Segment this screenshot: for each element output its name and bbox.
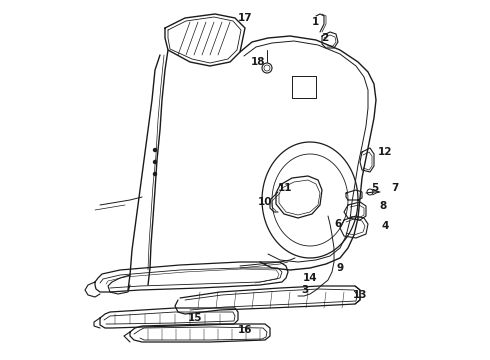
Text: 3: 3 [301,285,309,295]
Text: 10: 10 [258,197,272,207]
Text: 11: 11 [278,183,292,193]
Text: 7: 7 [392,183,399,193]
Text: 8: 8 [379,201,387,211]
Circle shape [153,172,156,176]
Text: 17: 17 [238,13,252,23]
Text: 12: 12 [378,147,392,157]
Circle shape [153,161,156,163]
Text: 5: 5 [371,183,379,193]
Text: 14: 14 [303,273,318,283]
Text: 9: 9 [337,263,343,273]
Text: 13: 13 [353,290,367,300]
Text: 4: 4 [381,221,389,231]
Text: 18: 18 [251,57,265,67]
Circle shape [153,149,156,152]
Text: 6: 6 [334,219,342,229]
Text: 1: 1 [311,17,318,27]
Text: 15: 15 [188,313,202,323]
Text: 16: 16 [238,325,252,335]
Text: 2: 2 [321,33,329,43]
